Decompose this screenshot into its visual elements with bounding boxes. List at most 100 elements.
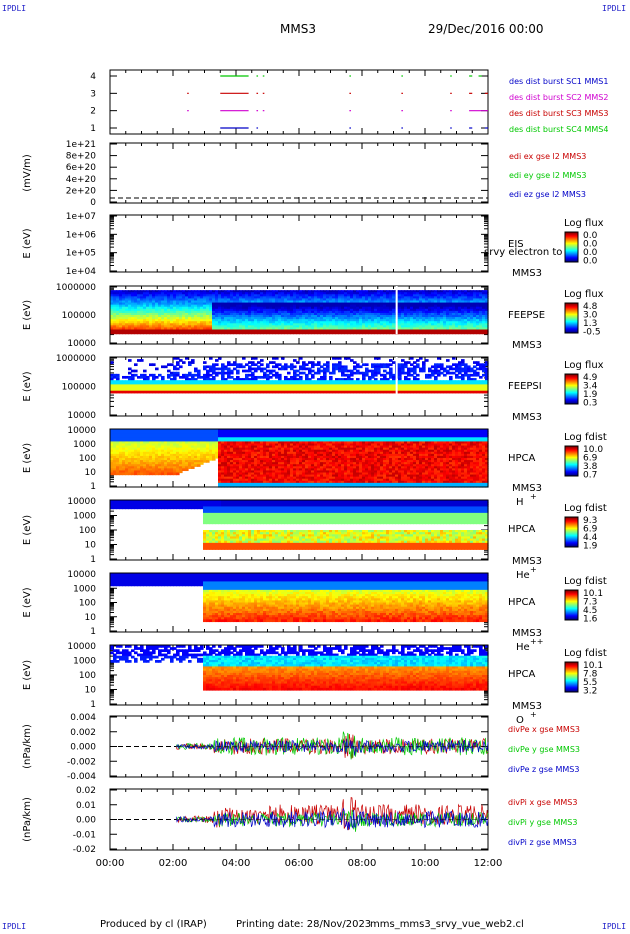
heatmap-cell — [296, 361, 300, 364]
ytick-label-hpca_o: 10 — [85, 686, 97, 696]
legend-burst-sc1: des dist burst SC1 MMS1 — [509, 77, 608, 86]
heatmap-cell — [260, 359, 264, 362]
ytick-label-hpca_he2: 100 — [79, 599, 96, 609]
ylabel-hpca_he2: E (eV) — [22, 587, 33, 617]
ylabel-feepse: E (eV) — [22, 300, 33, 330]
ytick-label-edi: 2e+20 — [66, 186, 97, 196]
ytick-label-eis: 1e+06 — [66, 230, 97, 240]
ytick-label-hpca_he1: 1 — [90, 555, 96, 565]
heatmap-cell — [191, 361, 195, 364]
colorbar-value-feepse: -0.5 — [583, 328, 601, 338]
spacecraft-label-feepse: MMS3 — [512, 340, 542, 351]
ytick-label-eis: 1e+07 — [66, 212, 96, 222]
heatmap-cell — [155, 367, 159, 371]
ytick-label-hpca_h: 1000 — [73, 440, 96, 450]
heatmap-cell — [332, 371, 336, 375]
heatmap-cell — [236, 371, 240, 375]
legend-edi-0: edi ex gse l2 MMS3 — [509, 152, 586, 161]
heatmap-cell — [266, 365, 270, 369]
heatmap-cell — [134, 363, 138, 367]
ytick-label-edi: 0 — [90, 198, 96, 208]
heatmap-cell — [152, 363, 156, 367]
ylabel-hpca_o: E (eV) — [22, 660, 33, 690]
legend-edi-1: edi ey gse l2 MMS3 — [509, 171, 587, 180]
heatmap-cell — [143, 369, 147, 373]
ytick-label-hpca_he1: 1000 — [73, 512, 96, 522]
legend-burst-sc4: des dist burst SC4 MMS4 — [509, 125, 608, 134]
heatmap-feepsi — [110, 357, 489, 394]
legend-edi-2: edi ez gse l2 MMS3 — [509, 190, 586, 199]
instrument-label-feepse: FEEPSE — [508, 310, 545, 321]
ytick-label-hpca_he2: 10 — [85, 613, 97, 623]
ytick-label-hpca_h: 10000 — [67, 426, 96, 436]
xtick-label: 08:00 — [348, 858, 377, 869]
xtick-label: 06:00 — [285, 858, 314, 869]
ylabel-feepsi: E (eV) — [22, 371, 33, 401]
ytick-label-hpca_h: 10 — [85, 468, 97, 478]
ytick-label-divpe: 0.000 — [70, 743, 96, 753]
ytick-label-burst: 4 — [90, 72, 96, 82]
overlay-label-eis: srvy electron to — [484, 247, 562, 258]
heatmap-cell — [293, 365, 297, 369]
ytick-label-hpca_h: 100 — [79, 454, 96, 464]
colorbar-title-feepse: Log flux — [564, 289, 604, 300]
ytick-label-hpca_he2: 1000 — [73, 584, 96, 594]
xtick-label: 04:00 — [222, 858, 251, 869]
ylabel-edi: (mV/m) — [22, 154, 33, 192]
heatmap-cell — [287, 371, 291, 375]
heatmap-cell — [128, 359, 132, 362]
ytick-label-divpi: -0.01 — [73, 830, 96, 840]
heatmap-cell — [365, 363, 369, 367]
colorbar-eis — [565, 232, 578, 263]
ytick-label-divpe: -0.004 — [67, 772, 96, 782]
heatmap-cell — [203, 361, 207, 364]
heatmap-cell — [110, 361, 114, 364]
heatmap-cell — [140, 359, 144, 362]
colorbar-feepse — [565, 303, 578, 334]
ytick-label-burst: 2 — [90, 107, 96, 117]
ylabel-divpi: (nPa/km) — [22, 797, 33, 842]
ytick-label-hpca_o: 1 — [90, 700, 96, 710]
ytick-label-hpca_o: 10000 — [67, 642, 96, 652]
ytick-label-edi: 8e+20 — [66, 152, 97, 162]
ytick-label-burst: 1 — [90, 124, 96, 134]
ytick-label-hpca_o: 1000 — [73, 657, 96, 667]
legend-burst-sc2: des dist burst SC2 MMS2 — [509, 93, 608, 102]
ytick-label-edi: 4e+20 — [66, 175, 97, 185]
ytick-label-hpca_o: 100 — [79, 671, 96, 681]
legend-burst-sc3: des dist burst SC3 MMS3 — [509, 109, 608, 118]
panel-frame-burst — [109, 69, 489, 135]
heatmap-cell — [182, 361, 186, 364]
ylabel-eis: E (eV) — [22, 228, 33, 258]
ylabel-hpca_he1: E (eV) — [22, 515, 33, 545]
ytick-label-hpca_he1: 100 — [79, 526, 96, 536]
heatmap-cell — [230, 371, 234, 375]
ytick-label-divpe: -0.002 — [67, 757, 96, 767]
panel-frame-top-eis — [109, 214, 489, 273]
ytick-label-divpe: 0.004 — [70, 713, 96, 723]
heatmap-cell — [425, 359, 429, 362]
spacecraft-label-eis: MMS3 — [512, 268, 542, 279]
heatmap-cell — [422, 369, 426, 373]
heatmap-feepse — [110, 290, 489, 335]
xtick-label: 12:00 — [474, 858, 503, 869]
ytick-label-feepse: 10000 — [67, 339, 96, 349]
colorbar-value-eis: 0.0 — [583, 257, 598, 267]
ytick-label-divpe: 0.002 — [70, 728, 96, 738]
ytick-label-burst: 3 — [90, 89, 96, 99]
heatmap-cell — [179, 365, 183, 369]
ylabel-hpca_h: E (eV) — [22, 443, 33, 473]
ytick-label-feepse: 100000 — [62, 311, 97, 321]
xtick-label: 00:00 — [96, 858, 125, 869]
ytick-label-feepsi: 1000000 — [56, 354, 96, 364]
panel-frame-eis — [109, 214, 489, 273]
ytick-label-hpca_he2: 10000 — [67, 570, 96, 580]
ytick-label-eis: 1e+05 — [66, 249, 96, 259]
panel-frame-edi — [109, 142, 489, 204]
xtick-label: 02:00 — [159, 858, 188, 869]
ytick-label-hpca_h: 1 — [90, 482, 96, 492]
ytick-label-feepsi: 100000 — [62, 383, 97, 393]
ytick-label-feepsi: 10000 — [67, 411, 96, 421]
ytick-label-eis: 1e+04 — [66, 267, 97, 277]
